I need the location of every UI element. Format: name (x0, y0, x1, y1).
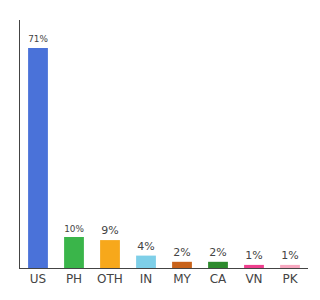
svg-text:MY: MY (173, 272, 191, 286)
svg-text:4%: 4% (137, 240, 154, 253)
svg-text:71%: 71% (28, 34, 48, 44)
svg-text:OTH: OTH (97, 272, 123, 286)
svg-text:1%: 1% (281, 249, 298, 262)
svg-text:PH: PH (66, 272, 82, 286)
svg-text:CA: CA (210, 272, 227, 286)
svg-text:1%: 1% (245, 249, 262, 262)
svg-text:2%: 2% (209, 246, 226, 259)
svg-text:2%: 2% (173, 246, 190, 259)
svg-text:9%: 9% (101, 224, 118, 237)
svg-text:US: US (30, 272, 46, 286)
svg-text:PK: PK (282, 272, 298, 286)
svg-text:10%: 10% (64, 224, 84, 234)
svg-text:VN: VN (245, 272, 262, 286)
svg-text:IN: IN (140, 272, 153, 286)
